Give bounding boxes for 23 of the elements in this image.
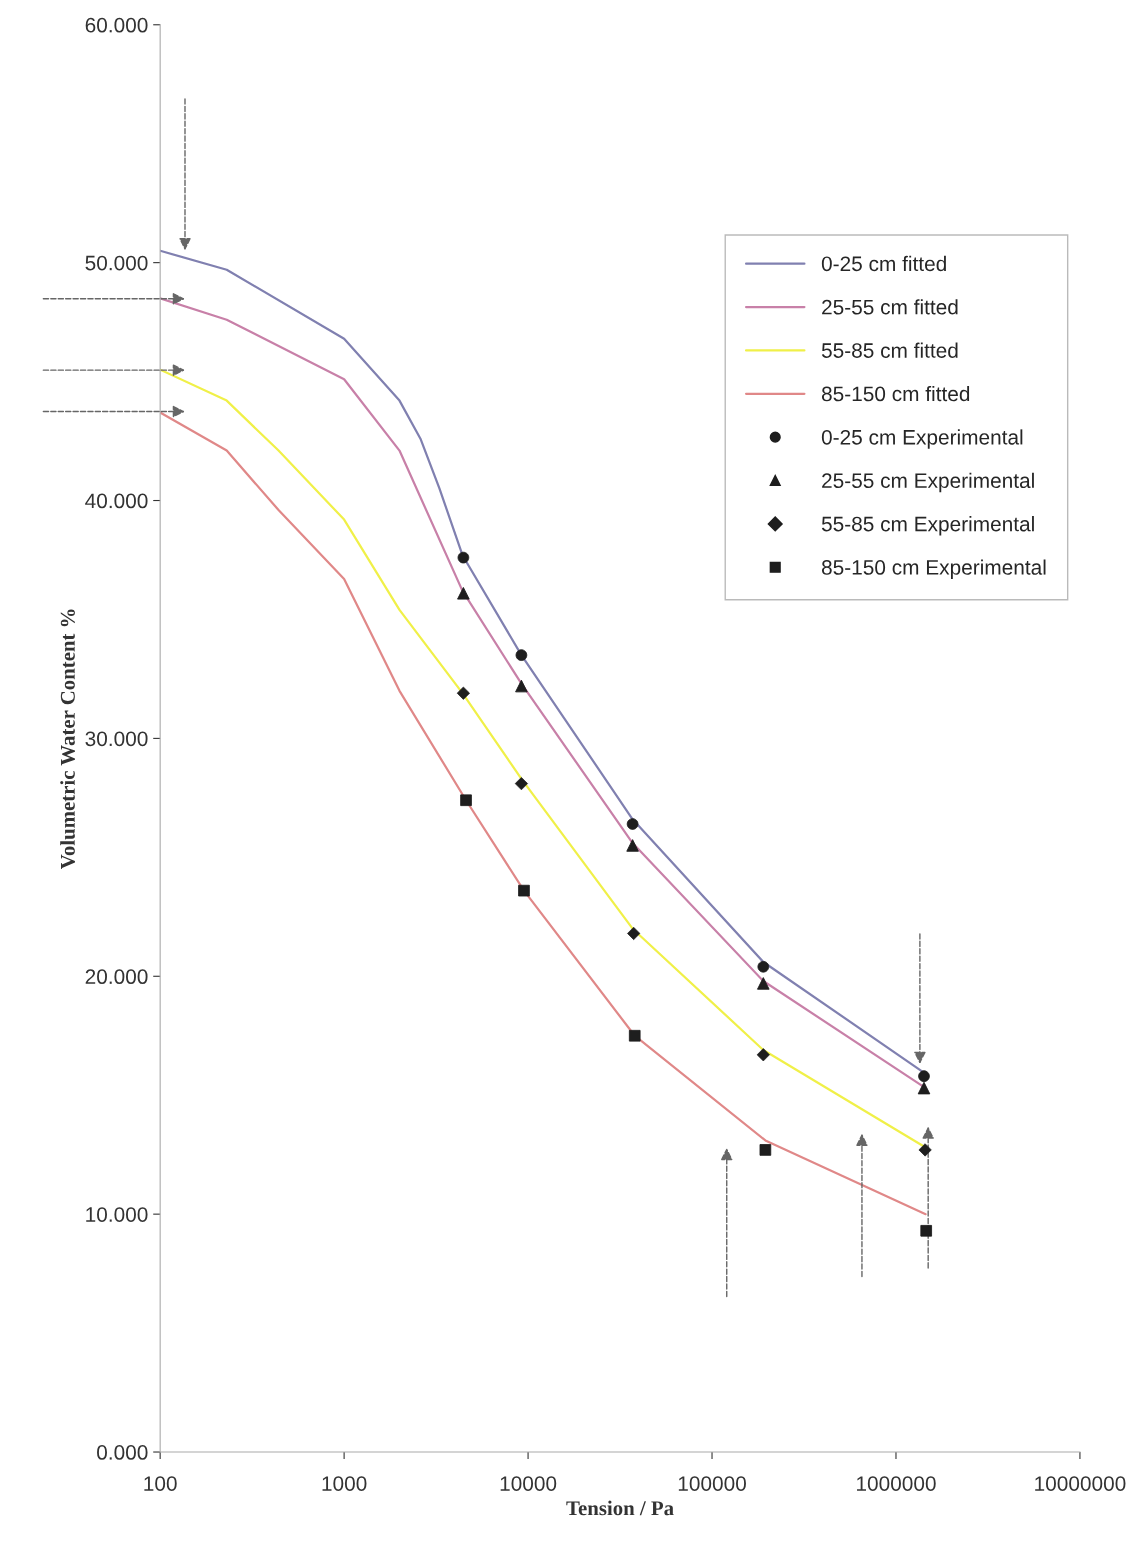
y-tick-label: 10.000 [86, 1207, 148, 1222]
y-tick-label: 40.000 [85, 493, 148, 509]
legend-label: 85-150 cm fitted [821, 385, 970, 402]
legend-label: 0-25 cm fitted [821, 255, 946, 272]
x-tick-label: 1000 [322, 1476, 367, 1491]
x-tick-label: 10000000 [1035, 1476, 1126, 1491]
x-tick-label: 10000 [500, 1476, 557, 1491]
y-tick-label: 60.000 [85, 17, 148, 33]
y-tick-label: 30.000 [85, 731, 148, 747]
x-tick-label: 100 [144, 1476, 177, 1491]
y-axis-title: Volumetric Water Content % [60, 609, 75, 870]
legend-label: 55-85 cm fitted [821, 342, 958, 358]
y-tick-label: 0.000 [97, 1445, 148, 1460]
y-tick-label: 20.000 [85, 969, 148, 985]
legend-label: 0-25 cm Experimental [821, 429, 1023, 449]
x-tick-label: 1000000 [857, 1476, 936, 1491]
y-tick-label: 50.000 [85, 255, 148, 271]
legend-label: 25-55 cm Experimental [822, 472, 1034, 493]
legend-label: 25-55 cm fitted [822, 299, 958, 315]
legend-label: 55-85 cm Experimental [821, 516, 1034, 536]
legend-label: 85-150 cm Experimental [821, 559, 1046, 579]
x-tick-label: 100000 [678, 1476, 746, 1491]
x-axis-title: Tension / Pa [566, 1500, 674, 1516]
